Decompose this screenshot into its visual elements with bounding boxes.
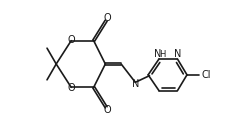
Text: N: N [132,79,139,89]
Text: Cl: Cl [202,70,212,80]
Text: O: O [67,35,75,45]
Text: H: H [159,50,165,58]
Text: O: O [67,83,75,93]
Text: O: O [103,105,111,115]
Text: N: N [174,49,181,59]
Text: O: O [103,13,111,23]
Text: N: N [154,49,162,59]
